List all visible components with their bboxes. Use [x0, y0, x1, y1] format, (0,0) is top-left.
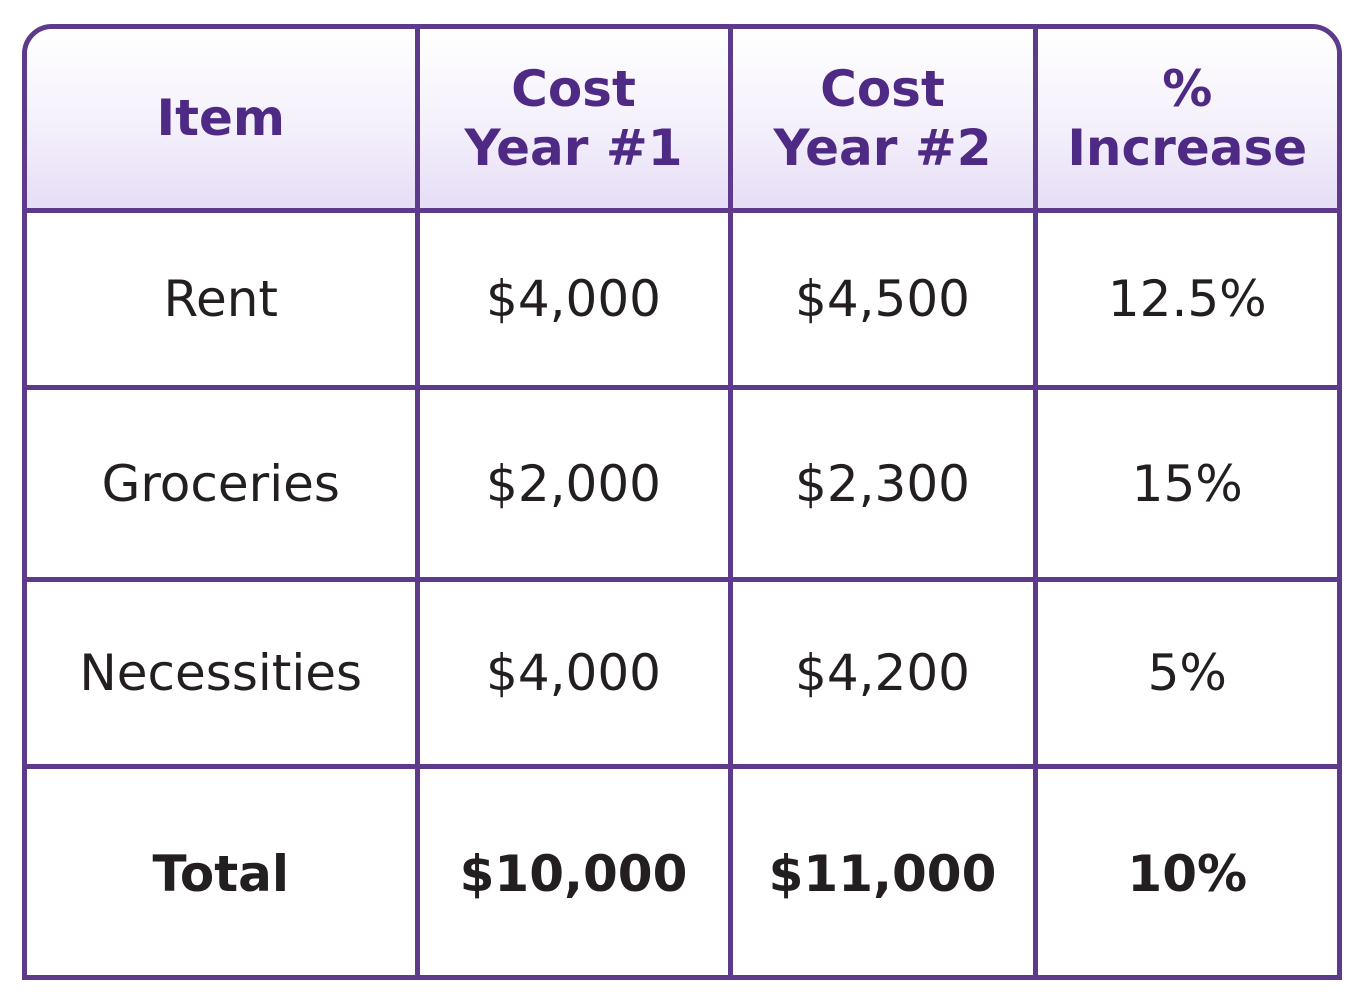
- header-cost-year-2-line2: Year #2: [773, 118, 992, 177]
- cell-necessities-year2: $4,200: [727, 577, 1038, 769]
- cell-necessities-increase: 5%: [1032, 577, 1337, 769]
- cell-groceries-item: Groceries: [27, 385, 420, 582]
- table-row-total: Total $10,000 $11,000 10%: [27, 764, 1337, 975]
- header-percent-increase-line1: %: [1162, 59, 1213, 118]
- cell-necessities-item: Necessities: [27, 577, 420, 769]
- header-percent-increase: % Increase: [1032, 29, 1337, 213]
- cell-groceries-year2: $2,300: [727, 385, 1038, 582]
- cost-comparison-table: Item Cost Year #1 Cost Year #2 % Increas…: [22, 24, 1342, 980]
- cell-total-item: Total: [27, 764, 420, 975]
- table-header: Item Cost Year #1 Cost Year #2 % Increas…: [27, 29, 1337, 213]
- header-percent-increase-line2: Increase: [1067, 118, 1308, 177]
- cost-table: Item Cost Year #1 Cost Year #2 % Increas…: [27, 29, 1337, 975]
- header-cost-year-1: Cost Year #1: [414, 29, 733, 213]
- header-cost-year-1-line1: Cost: [511, 59, 636, 118]
- cell-total-year1: $10,000: [414, 764, 733, 975]
- cell-rent-increase: 12.5%: [1032, 208, 1337, 390]
- cell-total-increase: 10%: [1032, 764, 1337, 975]
- cell-groceries-year1: $2,000: [414, 385, 733, 582]
- cell-total-year2: $11,000: [727, 764, 1038, 975]
- header-cost-year-1-line2: Year #1: [464, 118, 683, 177]
- header-row: Item Cost Year #1 Cost Year #2 % Increas…: [27, 29, 1337, 213]
- header-item: Item: [27, 29, 420, 213]
- cell-rent-item: Rent: [27, 208, 420, 390]
- cell-groceries-increase: 15%: [1032, 385, 1337, 582]
- header-item-label: Item: [156, 89, 285, 147]
- table-body: Rent $4,000 $4,500 12.5% Groceries $2,00…: [27, 208, 1337, 975]
- table-row-rent: Rent $4,000 $4,500 12.5%: [27, 208, 1337, 390]
- cell-rent-year2: $4,500: [727, 208, 1038, 390]
- header-cost-year-2-line1: Cost: [820, 59, 945, 118]
- table-row-groceries: Groceries $2,000 $2,300 15%: [27, 385, 1337, 582]
- cell-rent-year1: $4,000: [414, 208, 733, 390]
- cell-necessities-year1: $4,000: [414, 577, 733, 769]
- header-cost-year-2: Cost Year #2: [727, 29, 1038, 213]
- table-row-necessities: Necessities $4,000 $4,200 5%: [27, 577, 1337, 769]
